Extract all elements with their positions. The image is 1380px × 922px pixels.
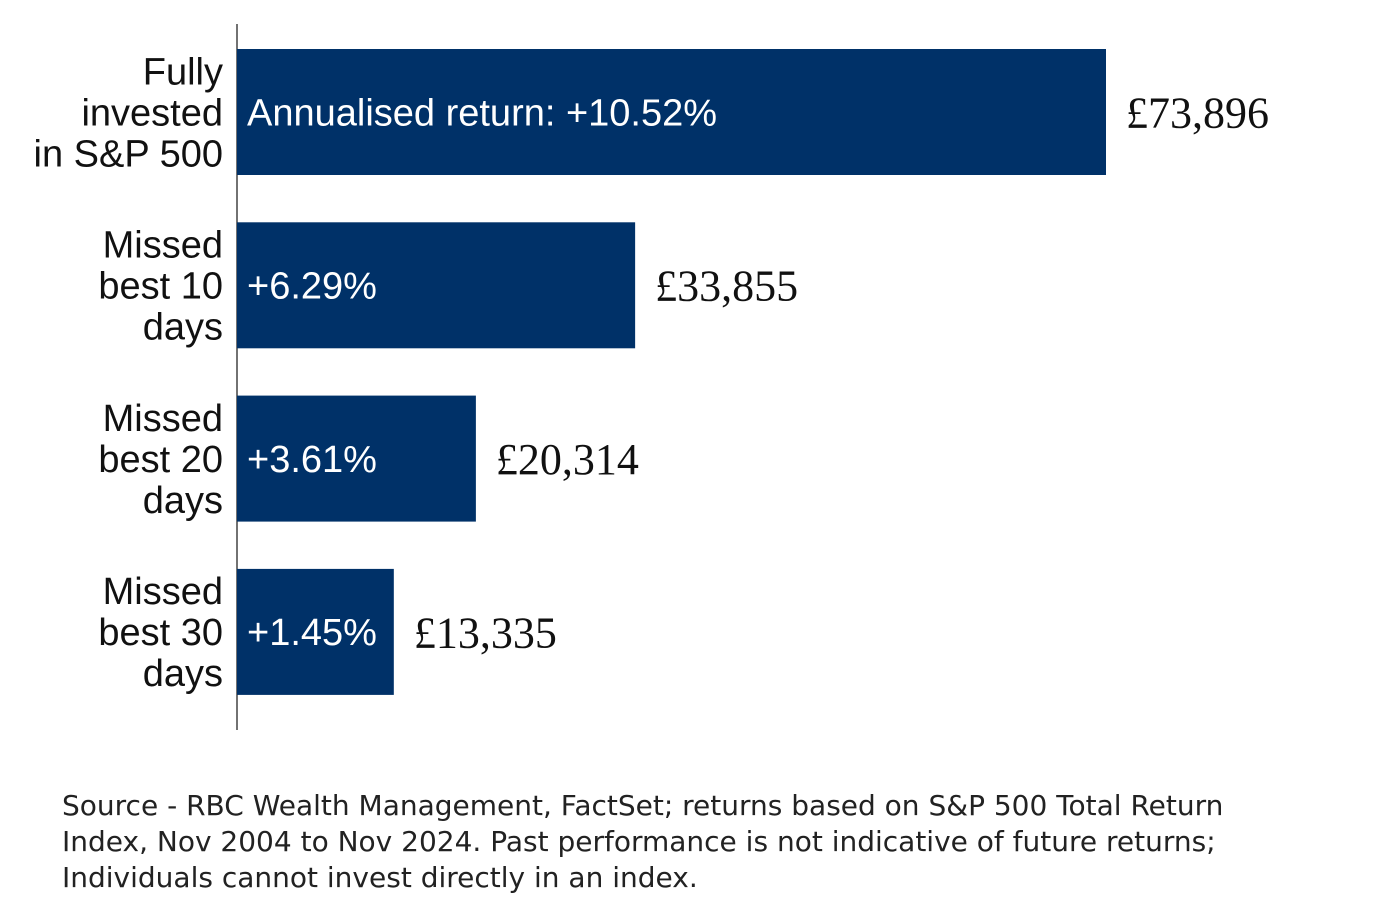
value-label-1: £33,855 xyxy=(655,262,798,311)
category-label-1: Missed best 10 days xyxy=(98,225,223,349)
bar-2 xyxy=(237,395,476,522)
bar-1 xyxy=(237,222,636,349)
bar-0 xyxy=(237,49,1106,175)
value-label-0: £73,896 xyxy=(1126,88,1269,137)
category-label-3: Missed best 30 days xyxy=(98,571,223,695)
source-note: Source - RBC Wealth Management, FactSet;… xyxy=(62,789,1224,894)
value-label-3: £13,335 xyxy=(414,608,557,657)
return-label-1: +6.29% xyxy=(247,266,377,308)
return-label-2: +3.61% xyxy=(247,439,377,481)
return-label-0: Annualised return: +10.52% xyxy=(247,92,717,134)
bar-3 xyxy=(237,568,394,695)
return-label-3: +1.45% xyxy=(247,612,377,654)
value-label-2: £20,314 xyxy=(496,435,639,484)
category-label-2: Missed best 20 days xyxy=(98,398,223,522)
category-label-0: Fully invested in S&P 500 xyxy=(34,51,223,175)
